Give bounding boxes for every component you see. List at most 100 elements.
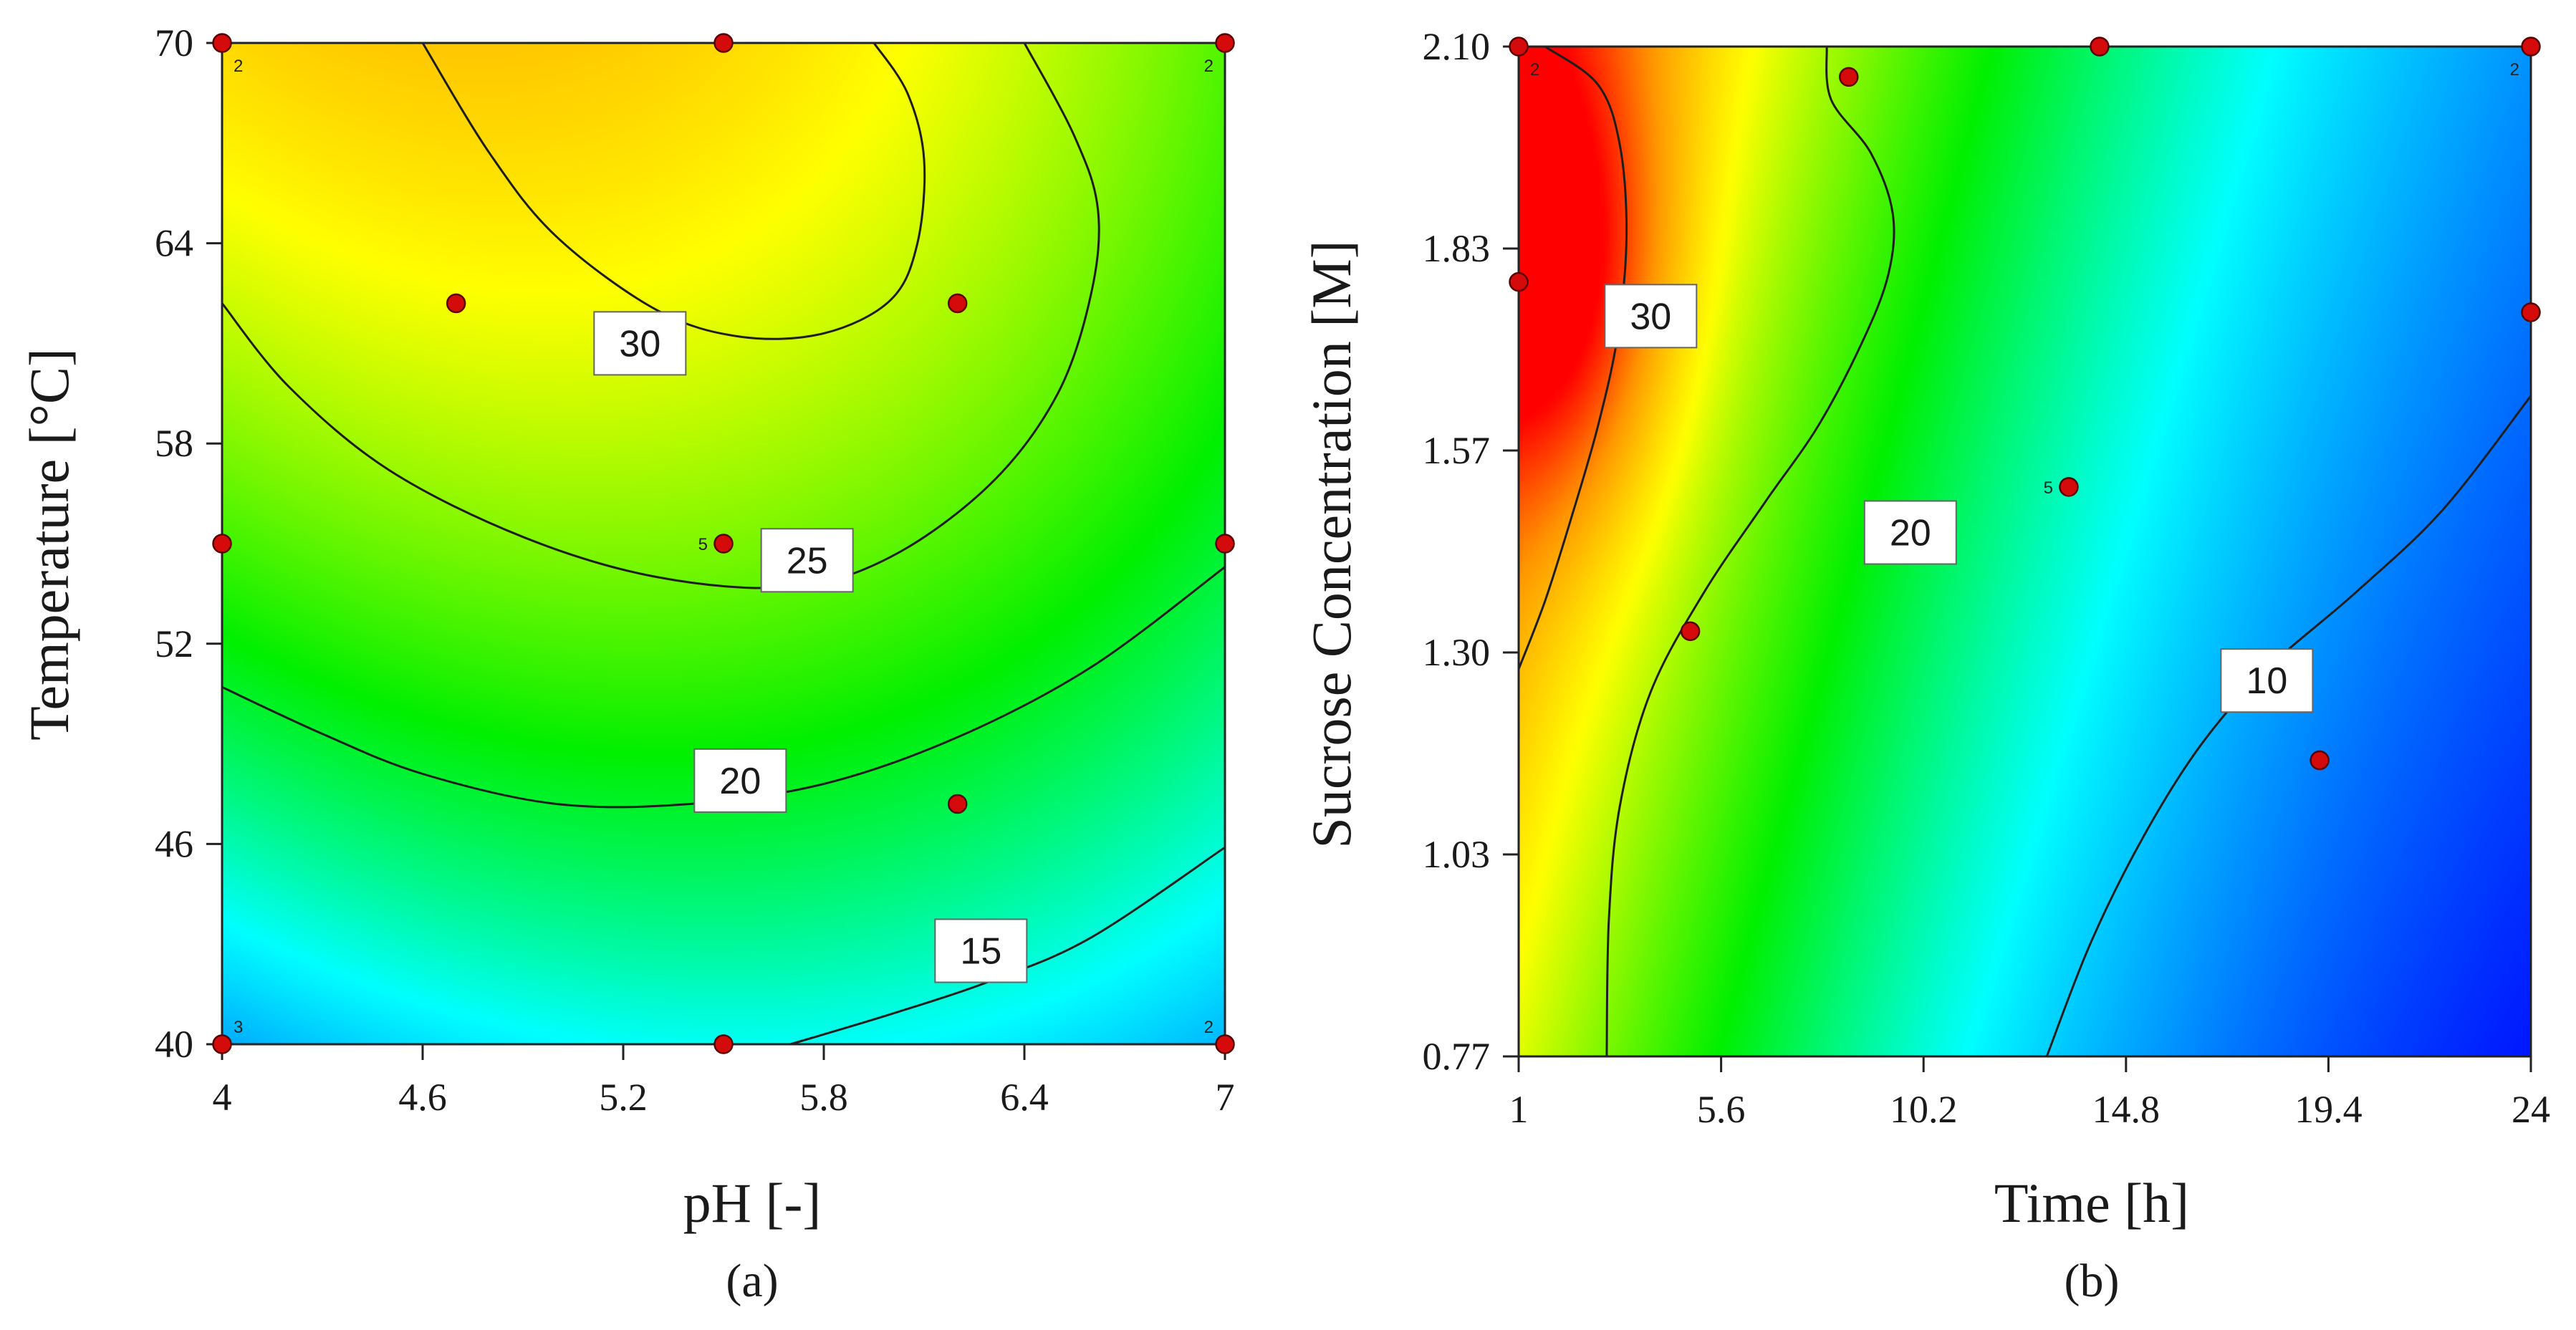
contour-line-30 xyxy=(421,43,926,340)
panel-a-x-axis-title: pH [-] xyxy=(683,1172,822,1234)
replicate-count: 2 xyxy=(1204,1018,1213,1037)
design-point-marker xyxy=(1215,1034,1235,1054)
design-point-marker xyxy=(713,534,734,554)
x-tick-label: 14.8 xyxy=(2092,1088,2161,1131)
contour-label-text: 20 xyxy=(1890,512,1931,554)
design-point-marker xyxy=(1680,621,1701,642)
design-point xyxy=(2090,37,2110,57)
panel-b-heatmap xyxy=(1519,47,2531,1056)
design-point-marker xyxy=(713,1034,734,1054)
design-point: 2 xyxy=(1509,37,1539,79)
design-point xyxy=(1680,621,1701,642)
design-point-marker xyxy=(2521,302,2541,322)
design-point xyxy=(947,293,968,314)
design-point: 5 xyxy=(2044,477,2079,498)
design-point-marker xyxy=(2310,750,2330,771)
design-point: 2 xyxy=(212,33,243,76)
design-point-marker xyxy=(212,33,232,53)
design-point xyxy=(2310,750,2330,771)
design-point-marker xyxy=(446,293,466,314)
x-tick-label: 24 xyxy=(2512,1088,2550,1131)
x-tick-label: 7 xyxy=(1216,1076,1235,1119)
design-point-marker xyxy=(2090,37,2110,57)
contour-label-10: 10 xyxy=(2220,648,2314,713)
panel-b-time-sucrose: 1 5.6 10.2 14.8 19.4 24 0.77 1.03 1.30 1.57 1.83 2.… xyxy=(1300,25,2550,1307)
design-point xyxy=(212,534,232,554)
panel-b-contour-labels: 10 20 30 xyxy=(1604,284,2314,713)
contour-label-20: 20 xyxy=(693,748,787,813)
design-point xyxy=(1215,534,1235,554)
contour-label-box xyxy=(2220,648,2314,713)
contour-line-20 xyxy=(1605,47,1895,1056)
y-tick-label: 46 xyxy=(155,822,193,865)
design-point-marker xyxy=(212,1034,232,1054)
design-point xyxy=(713,33,734,53)
replicate-count: 3 xyxy=(234,1018,243,1037)
design-point: 2 xyxy=(2510,37,2541,79)
design-point xyxy=(713,1034,734,1054)
design-point xyxy=(2521,302,2541,322)
x-tick-label: 5.6 xyxy=(1697,1088,1746,1131)
contour-label-text: 30 xyxy=(619,323,660,365)
contour-label-box xyxy=(1604,284,1698,349)
replicate-count: 2 xyxy=(1204,57,1213,76)
contour-label-box xyxy=(693,748,787,813)
panel-a-contour-labels: 15 20 25 30 xyxy=(593,311,1028,983)
x-tick-label: 1 xyxy=(1509,1088,1529,1131)
panel-b-frame xyxy=(1517,45,2532,1058)
contour-label-box xyxy=(1863,500,1957,565)
contour-label-text: 15 xyxy=(960,931,1001,973)
contour-label-box xyxy=(760,528,854,593)
x-tick-label: 4.6 xyxy=(398,1076,447,1119)
panel-a-label: (a) xyxy=(726,1255,778,1307)
contour-label-box xyxy=(934,918,1028,983)
y-tick-label: 0.77 xyxy=(1423,1035,1491,1078)
panel-b-label: (b) xyxy=(2065,1255,2120,1307)
replicate-count: 5 xyxy=(698,535,708,554)
contour-label-25: 25 xyxy=(760,528,854,593)
y-tick-label: 52 xyxy=(155,622,193,665)
design-point: 2 xyxy=(1204,33,1235,76)
y-tick-label: 70 xyxy=(155,21,193,64)
design-point: 3 xyxy=(212,1018,243,1054)
x-tick-label: 5.2 xyxy=(599,1076,648,1119)
contour-label-20: 20 xyxy=(1863,500,1957,565)
y-tick-label: 58 xyxy=(155,422,193,465)
design-point-marker xyxy=(1215,33,1235,53)
replicate-count: 2 xyxy=(2510,60,2519,79)
design-point-marker xyxy=(1839,67,1859,87)
x-tick-label: 6.4 xyxy=(1000,1076,1049,1119)
contour-label-15: 15 xyxy=(934,918,1028,983)
panel-b-x-axis-title: Time [h] xyxy=(1994,1172,2189,1234)
y-tick-label: 64 xyxy=(155,222,193,265)
design-point-marker xyxy=(1215,534,1235,554)
x-tick-label: 4 xyxy=(213,1076,232,1119)
design-point: 2 xyxy=(1204,1018,1235,1054)
design-point xyxy=(947,794,968,814)
design-point xyxy=(446,293,466,314)
panel-b-y-axis-title: Sucrose Concentration [M] xyxy=(1300,240,1363,848)
contour-label-30: 30 xyxy=(593,311,687,376)
contour-line-25 xyxy=(222,43,1100,589)
design-point-marker xyxy=(1509,271,1529,292)
y-tick-label: 40 xyxy=(155,1023,193,1066)
y-tick-label: 1.83 xyxy=(1423,227,1491,270)
contour-label-text: 30 xyxy=(1630,296,1671,337)
y-tick-label: 1.30 xyxy=(1423,631,1491,674)
x-tick-label: 10.2 xyxy=(1890,1088,1958,1131)
contour-label-text: 25 xyxy=(787,540,828,582)
design-point-marker xyxy=(947,293,968,314)
panel-b-axes: 1 5.6 10.2 14.8 19.4 24 0.77 1.03 1.30 1.57 1.83 2.… xyxy=(1423,25,2551,1131)
design-point xyxy=(1509,271,1529,292)
contour-label-box xyxy=(593,311,687,376)
design-point-marker xyxy=(2059,477,2079,497)
y-tick-label: 1.03 xyxy=(1423,833,1491,876)
design-point-marker xyxy=(212,534,232,554)
replicate-count: 5 xyxy=(2044,478,2053,498)
panel-a-design-points: 2 253 2 xyxy=(212,33,1235,1054)
replicate-count: 2 xyxy=(234,57,243,76)
contour-label-text: 10 xyxy=(2246,660,2287,702)
